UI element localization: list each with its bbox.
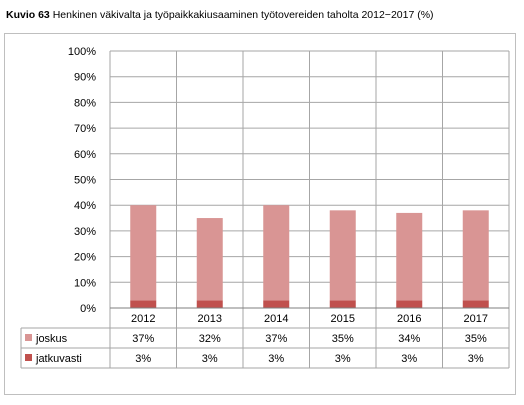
figure-label: Kuvio 63 xyxy=(6,9,50,21)
bar-jatkuvasti-2017 xyxy=(462,300,489,308)
figure-title: Kuvio 63 Henkinen väkivalta ja työpaikka… xyxy=(6,9,434,21)
y-tick-label: 0% xyxy=(80,303,96,315)
table-value-joskus: 32% xyxy=(199,333,221,345)
table-value-jatkuvasti: 3% xyxy=(335,353,351,365)
table-value-jatkuvasti: 3% xyxy=(202,353,218,365)
table-value-joskus: 35% xyxy=(465,333,487,345)
legend-swatch-joskus xyxy=(25,334,32,341)
data-table: 2012 2013 2014 2015 2016 2017 joskus 37% 32% 37% 3… xyxy=(20,307,509,369)
y-tick-label: 40% xyxy=(74,200,96,212)
gridlines xyxy=(109,50,510,368)
table-value-jatkuvasti: 3% xyxy=(135,353,151,365)
bar-jatkuvasti-2014 xyxy=(263,300,290,308)
y-tick-label: 50% xyxy=(74,175,96,187)
bar-joskus-2017 xyxy=(462,210,489,301)
table-value-joskus: 35% xyxy=(332,333,354,345)
table-value-joskus: 37% xyxy=(265,333,287,345)
y-tick-label: 80% xyxy=(74,97,96,109)
stacked-bar-chart: 0%10%20%30%40%50%60%70%80%90%100% 2012 20… xyxy=(20,46,510,369)
bar-jatkuvasti-2013 xyxy=(196,300,223,308)
figure-caption: Henkinen väkivalta ja työpaikkakiusaamin… xyxy=(52,9,434,21)
y-tick-label: 10% xyxy=(74,277,96,289)
y-tick-label: 30% xyxy=(74,226,96,238)
y-axis-ticks: 0% 10% 20% 30% 40% 50% 60% 70% 80% 90% 100% xyxy=(68,46,96,315)
x-tick-label: 2013 xyxy=(198,313,222,325)
bar-jatkuvasti-2012 xyxy=(130,300,157,308)
bars xyxy=(130,205,489,308)
y-tick-label: 60% xyxy=(74,149,96,161)
legend-label-jatkuvasti: jatkuvasti xyxy=(35,353,82,365)
table-value-joskus: 34% xyxy=(398,333,420,345)
y-tick-label: 90% xyxy=(74,72,96,84)
table-value-jatkuvasti: 3% xyxy=(468,353,484,365)
bar-joskus-2014 xyxy=(263,205,290,301)
legend-swatch-jatkuvasti xyxy=(25,354,32,361)
table-value-joskus: 37% xyxy=(132,333,154,345)
bar-jatkuvasti-2015 xyxy=(329,300,356,308)
x-tick-label: 2012 xyxy=(131,313,155,325)
x-tick-label: 2017 xyxy=(464,313,488,325)
bar-joskus-2012 xyxy=(130,205,157,301)
chart-frame: 0% 10% 20% 30% 40% 50% 60% 70% 80% 90% 100% 2012 20… xyxy=(4,33,516,395)
bar-joskus-2016 xyxy=(396,212,423,301)
table-value-jatkuvasti: 3% xyxy=(268,353,284,365)
y-tick-label: 70% xyxy=(74,123,96,135)
legend-label-joskus: joskus xyxy=(35,333,68,345)
x-tick-label: 2015 xyxy=(331,313,355,325)
table-value-jatkuvasti: 3% xyxy=(401,353,417,365)
bar-joskus-2013 xyxy=(196,218,223,301)
x-tick-label: 2014 xyxy=(264,313,288,325)
x-tick-label: 2016 xyxy=(397,313,421,325)
y-tick-label: 20% xyxy=(74,252,96,264)
bar-jatkuvasti-2016 xyxy=(396,300,423,308)
y-tick-label: 100% xyxy=(68,46,96,58)
bar-joskus-2015 xyxy=(329,210,356,301)
